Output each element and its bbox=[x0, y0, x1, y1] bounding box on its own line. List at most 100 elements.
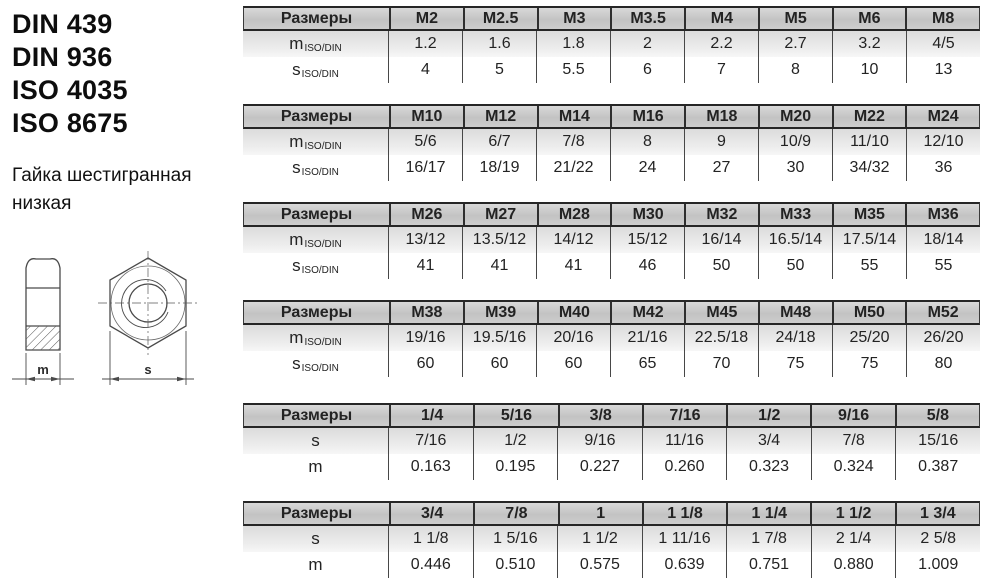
value-cell: 34/32 bbox=[832, 155, 906, 181]
size-column-header: 1 1/2 bbox=[810, 503, 894, 524]
size-column-header: M35 bbox=[831, 204, 906, 225]
nut-technical-drawing: m s bbox=[8, 238, 230, 400]
size-column-header: M3.5 bbox=[610, 8, 684, 29]
value-cell: 11/16 bbox=[641, 428, 727, 454]
size-column-header: M38 bbox=[389, 302, 463, 323]
value-cell: 75 bbox=[758, 351, 832, 377]
value-cell: 36 bbox=[906, 155, 980, 181]
size-column-header: M2 bbox=[389, 8, 463, 29]
dimension-m-label: m bbox=[37, 362, 49, 377]
size-column-header: M14 bbox=[536, 106, 611, 127]
value-cell: 0.387 bbox=[895, 454, 980, 480]
value-cell: 41 bbox=[388, 253, 462, 279]
size-column-header: M24 bbox=[905, 106, 979, 127]
table-header-row: Размеры M26 M27 M28 M30 M32 M33 M35 M36 bbox=[243, 202, 980, 227]
size-column-header: 7/8 bbox=[473, 503, 557, 524]
nut-side-view bbox=[25, 258, 61, 351]
value-cell: 0.880 bbox=[810, 552, 896, 578]
row-label-subscript: ISO/DIN bbox=[301, 264, 339, 276]
value-cell: 55 bbox=[832, 253, 906, 279]
table-corner-label: Размеры bbox=[280, 406, 353, 424]
value-cell: 10/9 bbox=[758, 129, 832, 155]
value-cell: 1 1/2 bbox=[557, 526, 642, 552]
value-cell: 30 bbox=[758, 155, 832, 181]
product-name: Гайка шестигранная низкая bbox=[12, 162, 240, 218]
value-cell: 15/16 bbox=[895, 428, 980, 454]
size-column-header: M8 bbox=[905, 8, 979, 29]
row-label-subscript: ISO/DIN bbox=[301, 68, 339, 80]
row-label: s ISO/DIN bbox=[243, 57, 388, 83]
standard-title: DIN 936 bbox=[12, 42, 113, 72]
size-column-header: M5 bbox=[757, 8, 832, 29]
row-label: s ISO/DIN bbox=[243, 351, 388, 377]
value-cell: 6/7 bbox=[462, 129, 536, 155]
size-column-header: M2.5 bbox=[462, 8, 537, 29]
value-cell: 1.6 bbox=[462, 31, 536, 57]
value-cell: 0.510 bbox=[472, 552, 558, 578]
value-cell: 15/12 bbox=[610, 227, 684, 253]
size-column-header: 1/4 bbox=[389, 405, 473, 426]
value-cell: 11/10 bbox=[832, 129, 906, 155]
left-panel: DIN 439 DIN 936 ISO 4035 ISO 8675 Гайка шес… bbox=[12, 8, 240, 218]
value-cell: 18/19 bbox=[462, 155, 536, 181]
table-data-row: m ISO/DIN 1.2 1.6 1.8 2 2.2 2.7 3.2 4/5 bbox=[243, 31, 980, 57]
value-cell: 7/8 bbox=[536, 129, 610, 155]
size-column-header: M18 bbox=[684, 106, 758, 127]
value-cell: 16/17 bbox=[388, 155, 462, 181]
size-column-header: M32 bbox=[684, 204, 758, 225]
value-cell: 70 bbox=[684, 351, 758, 377]
size-column-header: M22 bbox=[831, 106, 906, 127]
row-label-subscript: ISO/DIN bbox=[304, 336, 342, 348]
row-label: m bbox=[243, 454, 388, 480]
size-column-header: 1 1/8 bbox=[641, 503, 726, 524]
value-cell: 27 bbox=[684, 155, 758, 181]
value-cell: 22.5/18 bbox=[684, 325, 758, 351]
dimension-s-label: s bbox=[144, 362, 151, 377]
nut-drawing-svg: m s bbox=[12, 251, 198, 385]
row-label-main: m bbox=[289, 328, 304, 347]
table-data-row: s 1 1/8 1 5/16 1 1/2 1 11/16 1 7/8 2 1/4 2 5/8 bbox=[243, 526, 980, 552]
table-corner-label: Размеры bbox=[280, 303, 353, 321]
size-column-header: M27 bbox=[462, 204, 537, 225]
value-cell: 21/22 bbox=[536, 155, 610, 181]
table-corner-label: Размеры bbox=[280, 205, 353, 223]
table-data-row: m 0.446 0.510 0.575 0.639 0.751 0.880 1.009 bbox=[243, 552, 980, 578]
size-column-header: 3/8 bbox=[557, 405, 642, 426]
value-cell: 7/8 bbox=[810, 428, 896, 454]
dimension-table: Размеры 3/4 7/8 1 1 1/8 1 1/4 1 1/2 1 3/4 s 1 1/8… bbox=[243, 501, 980, 578]
row-label-main: s bbox=[292, 60, 301, 79]
table-header-row: Размеры 3/4 7/8 1 1 1/8 1 1/4 1 1/2 1 3/4 bbox=[243, 501, 980, 526]
size-column-header: M36 bbox=[905, 204, 979, 225]
row-label-main: m bbox=[289, 230, 304, 249]
value-cell: 24 bbox=[610, 155, 684, 181]
size-column-header: M26 bbox=[389, 204, 463, 225]
value-cell: 13.5/12 bbox=[462, 227, 536, 253]
product-name-line2: низкая bbox=[12, 193, 72, 214]
value-cell: 2 1/4 bbox=[810, 526, 896, 552]
value-cell: 7/16 bbox=[388, 428, 473, 454]
value-cell: 2.7 bbox=[758, 31, 832, 57]
size-column-header: M33 bbox=[757, 204, 832, 225]
row-label-subscript: ISO/DIN bbox=[304, 140, 342, 152]
table-data-row: m ISO/DIN 13/12 13.5/12 14/12 15/12 16/14 16.5/… bbox=[243, 227, 980, 253]
row-label-subscript: ISO/DIN bbox=[301, 166, 339, 178]
row-label-main: s bbox=[292, 354, 301, 373]
value-cell: 17.5/14 bbox=[832, 227, 906, 253]
standard-title: DIN 439 bbox=[12, 9, 113, 39]
standard-title: ISO 4035 bbox=[12, 75, 128, 105]
size-column-header: 7/16 bbox=[641, 405, 726, 426]
value-cell: 3/4 bbox=[726, 428, 811, 454]
dimension-table: Размеры M10 M12 M14 M16 M18 M20 M22 M24 m ISO/DIN 5… bbox=[243, 104, 980, 181]
value-cell: 4/5 bbox=[906, 31, 980, 57]
value-cell: 75 bbox=[832, 351, 906, 377]
row-label: m ISO/DIN bbox=[243, 227, 388, 253]
row-label-main: m bbox=[308, 555, 323, 574]
table-data-row: s ISO/DIN 16/17 18/19 21/22 24 27 30 34/32 36 bbox=[243, 155, 980, 181]
value-cell: 5.5 bbox=[536, 57, 610, 83]
value-cell: 18/14 bbox=[906, 227, 980, 253]
value-cell: 1 7/8 bbox=[726, 526, 811, 552]
table-data-row: s ISO/DIN 60 60 60 65 70 75 75 80 bbox=[243, 351, 980, 377]
size-column-header: 1 1/4 bbox=[726, 503, 810, 524]
size-column-header: 3/4 bbox=[389, 503, 473, 524]
value-cell: 1/2 bbox=[472, 428, 558, 454]
